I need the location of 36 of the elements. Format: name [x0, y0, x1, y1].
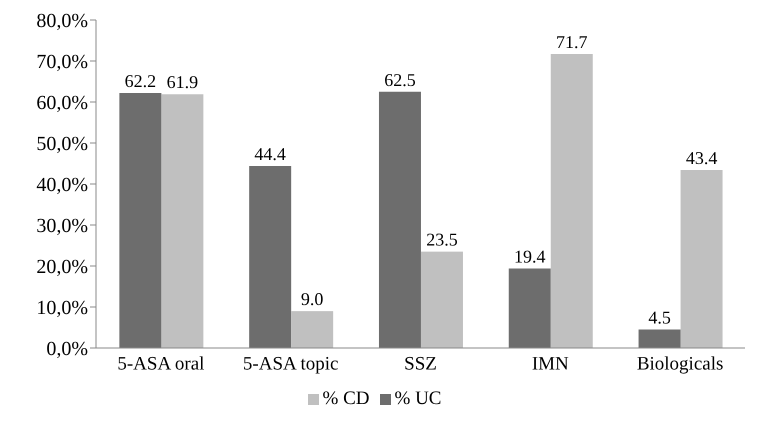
x-tick-label: IMN [532, 353, 570, 374]
x-tick-label: 5-ASA topic [242, 353, 338, 374]
y-tick-label: 0,0% [46, 338, 88, 360]
bar [161, 94, 204, 348]
y-tick-label: 30,0% [36, 215, 88, 238]
y-tick-label: 70,0% [36, 51, 88, 74]
data-label: 62.5 [384, 70, 416, 90]
data-label: 44.4 [254, 144, 286, 164]
bar [420, 252, 463, 348]
data-label: 71.7 [556, 32, 588, 52]
bar [291, 311, 334, 348]
data-label: 19.4 [514, 246, 546, 266]
data-label: 4.5 [648, 308, 671, 328]
data-label: 9.0 [300, 289, 324, 310]
x-tick-label: 5-ASA oral [117, 353, 204, 374]
bar [249, 166, 292, 348]
data-label: 62.2 [124, 70, 156, 91]
x-tick-label: SSZ [404, 353, 437, 374]
y-tick-label: 50,0% [36, 133, 88, 156]
y-tick-label: 80,0% [36, 10, 88, 32]
bar [550, 54, 593, 348]
data-label: 23.5 [426, 230, 458, 250]
y-tick-label: 40,0% [36, 174, 88, 196]
data-label: 61.9 [166, 72, 198, 92]
bar [508, 268, 551, 348]
y-tick-label: 10,0% [36, 297, 88, 320]
bar [119, 92, 162, 348]
legend-label: % CD [322, 388, 370, 409]
bar [378, 92, 421, 348]
bar [638, 330, 681, 348]
y-tick-label: 60,0% [36, 92, 88, 114]
y-tick-label: 20,0% [36, 256, 88, 278]
data-label: 43.4 [686, 148, 718, 168]
bar [680, 170, 723, 348]
legend-label: % UC [394, 388, 442, 409]
x-tick-label: Biologicals [636, 353, 724, 374]
